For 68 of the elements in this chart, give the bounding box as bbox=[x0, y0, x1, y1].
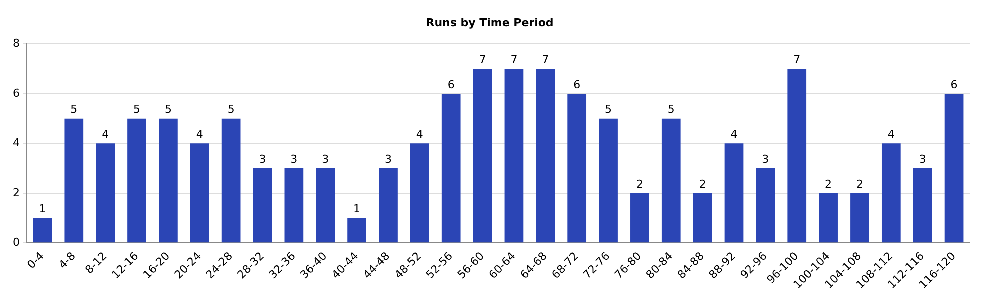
chart-title: Runs by Time Period bbox=[426, 16, 554, 30]
data-label: 5 bbox=[164, 103, 172, 116]
data-label: 4 bbox=[730, 128, 738, 142]
data-label: 7 bbox=[794, 53, 801, 66]
data-label: 7 bbox=[510, 53, 518, 66]
data-label: 1 bbox=[354, 202, 361, 216]
bar bbox=[756, 168, 776, 243]
data-label: 6 bbox=[448, 78, 455, 92]
bar bbox=[64, 118, 84, 243]
bar bbox=[316, 168, 336, 243]
bar bbox=[913, 168, 932, 243]
data-label: 5 bbox=[134, 103, 141, 116]
data-label: 1 bbox=[39, 202, 46, 216]
y-tick-label: 6 bbox=[13, 86, 20, 100]
data-label: 3 bbox=[762, 152, 770, 166]
bar bbox=[253, 168, 272, 243]
bar bbox=[442, 94, 461, 243]
bar bbox=[568, 94, 587, 243]
data-label: 3 bbox=[384, 152, 392, 166]
data-label: 4 bbox=[196, 128, 204, 142]
bar bbox=[33, 218, 52, 243]
data-label: 3 bbox=[322, 152, 330, 166]
y-tick-label: 2 bbox=[13, 186, 20, 200]
bar bbox=[96, 144, 116, 243]
x-tick-label: 4-8 bbox=[56, 250, 78, 272]
bar bbox=[159, 118, 178, 243]
data-label: 6 bbox=[950, 78, 958, 92]
data-label: 2 bbox=[856, 178, 864, 191]
data-label: 3 bbox=[259, 152, 266, 166]
bar bbox=[473, 69, 492, 243]
data-label: 6 bbox=[574, 78, 581, 92]
bar bbox=[882, 144, 901, 243]
bar bbox=[850, 193, 870, 243]
data-label: 4 bbox=[888, 128, 895, 142]
bar bbox=[410, 144, 430, 243]
data-label: 2 bbox=[636, 178, 644, 191]
bar bbox=[599, 118, 618, 243]
bar bbox=[222, 118, 241, 243]
y-tick-label: 4 bbox=[13, 136, 20, 150]
bar bbox=[662, 118, 681, 243]
bar bbox=[819, 193, 838, 243]
data-label: 3 bbox=[919, 152, 926, 166]
data-label: 4 bbox=[102, 128, 110, 142]
y-tick-label: 0 bbox=[13, 236, 20, 250]
bar bbox=[630, 193, 650, 243]
bar bbox=[128, 118, 146, 243]
data-label: 3 bbox=[290, 152, 298, 166]
data-label: 7 bbox=[542, 53, 550, 66]
data-label: 2 bbox=[699, 178, 706, 191]
data-label: 5 bbox=[228, 103, 235, 116]
x-tick-label: 0-4 bbox=[24, 250, 47, 272]
bar bbox=[536, 69, 556, 243]
data-label: 5 bbox=[605, 103, 612, 116]
bar bbox=[944, 94, 964, 243]
data-label: 5 bbox=[668, 103, 675, 116]
data-label: 4 bbox=[416, 128, 424, 142]
bar bbox=[284, 168, 304, 243]
bar bbox=[504, 69, 524, 243]
data-label: 2 bbox=[825, 178, 832, 191]
bar bbox=[788, 69, 807, 243]
bar bbox=[190, 144, 210, 243]
bar bbox=[724, 144, 744, 243]
bar bbox=[379, 168, 398, 243]
y-tick-label: 8 bbox=[13, 37, 20, 50]
data-label: 7 bbox=[479, 53, 486, 66]
bar bbox=[693, 193, 712, 243]
bar bbox=[348, 218, 366, 243]
data-label: 5 bbox=[70, 103, 78, 116]
